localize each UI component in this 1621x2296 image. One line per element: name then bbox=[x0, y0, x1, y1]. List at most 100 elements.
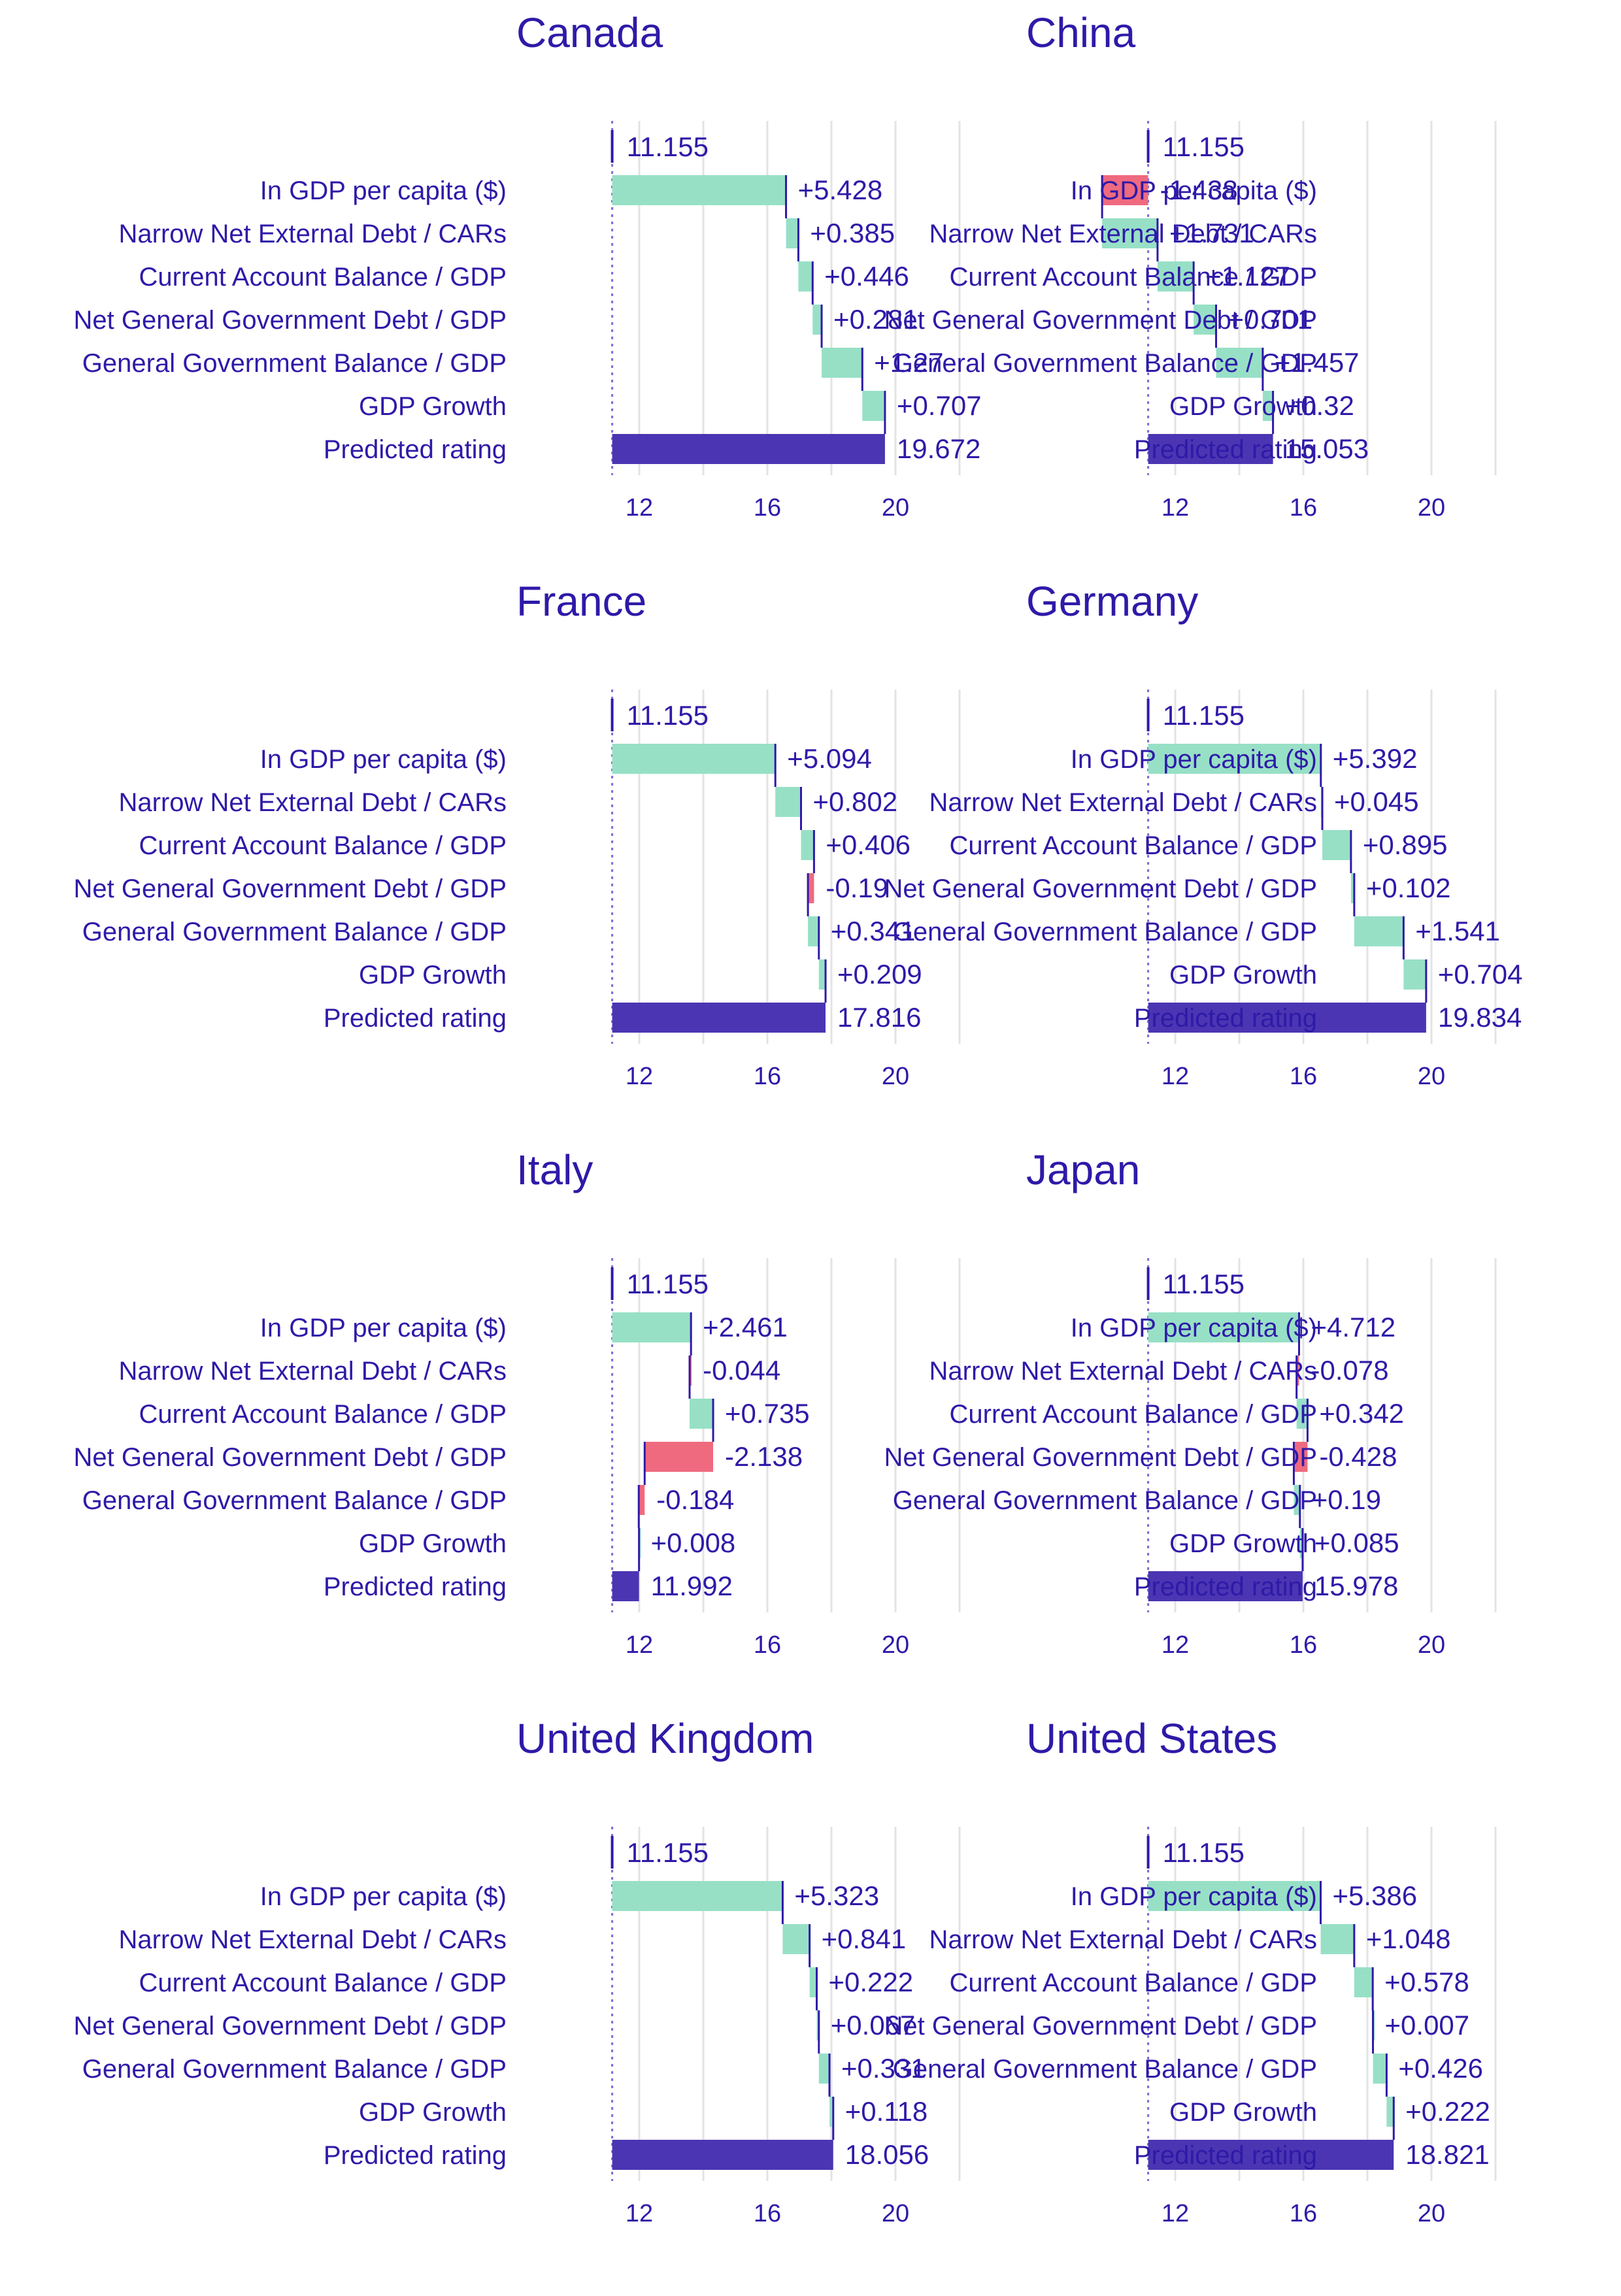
contribution-bar bbox=[1320, 1924, 1354, 1954]
contribution-value-label: +0.802 bbox=[812, 786, 897, 817]
feature-label: General Government Balance / GDP bbox=[893, 349, 1317, 378]
x-tick-label: 20 bbox=[1418, 1631, 1445, 1659]
contribution-bar bbox=[644, 1442, 714, 1472]
total-row-label: Predicted rating bbox=[324, 435, 507, 464]
feature-label: Net General Government Debt / GDP bbox=[74, 306, 507, 335]
contribution-value-label: +0.895 bbox=[1363, 829, 1448, 860]
contribution-bar bbox=[1148, 744, 1321, 774]
contribution-value-label: +0.045 bbox=[1334, 786, 1419, 817]
contribution-bar bbox=[775, 787, 801, 817]
feature-label: In GDP per capita ($) bbox=[1071, 176, 1317, 205]
feature-label: GDP Growth bbox=[359, 2098, 507, 2127]
feature-label: Narrow Net External Debt / CARs bbox=[929, 220, 1317, 248]
x-tick-label: 12 bbox=[1161, 494, 1189, 522]
panel-title: Japan bbox=[1026, 1146, 1140, 1193]
feature-label: In GDP per capita ($) bbox=[1071, 1314, 1317, 1342]
contribution-value-label: +0.406 bbox=[826, 829, 911, 860]
contribution-value-label: +2.461 bbox=[703, 1312, 788, 1342]
feature-label: Net General Government Debt / GDP bbox=[74, 2012, 507, 2040]
contribution-bar bbox=[612, 1312, 692, 1342]
feature-label: Current Account Balance / GDP bbox=[139, 831, 507, 860]
contribution-value-label: +0.707 bbox=[897, 390, 982, 421]
feature-label: Net General Government Debt / GDP bbox=[884, 874, 1318, 903]
x-tick-label: 12 bbox=[1161, 2200, 1189, 2227]
start-value-label: 11.155 bbox=[627, 131, 709, 162]
contribution-value-label: +1.541 bbox=[1415, 916, 1500, 946]
total-row-label: Predicted rating bbox=[324, 2141, 507, 2170]
x-tick-label: 12 bbox=[626, 494, 653, 522]
total-bar bbox=[1148, 1003, 1426, 1033]
x-tick-label: 16 bbox=[754, 1063, 781, 1090]
contribution-bar bbox=[816, 2010, 819, 2040]
feature-label: GDP Growth bbox=[359, 961, 507, 990]
start-value-label: 11.155 bbox=[627, 1837, 709, 1868]
contribution-bar bbox=[1299, 1528, 1303, 1558]
contribution-value-label: +5.323 bbox=[794, 1880, 879, 1911]
contribution-value-label: +0.32 bbox=[1285, 390, 1354, 421]
contribution-bar bbox=[1157, 261, 1194, 291]
contribution-bar bbox=[822, 348, 863, 378]
feature-label: Current Account Balance / GDP bbox=[139, 1400, 507, 1429]
panel-title: China bbox=[1026, 9, 1136, 56]
total-bar bbox=[612, 2140, 833, 2170]
feature-label: In GDP per capita ($) bbox=[1071, 1882, 1317, 1911]
feature-label: Net General Government Debt / GDP bbox=[884, 1443, 1318, 1472]
contribution-bar bbox=[798, 261, 813, 291]
x-tick-label: 20 bbox=[882, 494, 909, 522]
x-tick-label: 20 bbox=[1418, 2200, 1445, 2227]
feature-label: Current Account Balance / GDP bbox=[139, 263, 507, 291]
start-value-label: 11.155 bbox=[627, 1269, 709, 1299]
feature-label: GDP Growth bbox=[359, 392, 507, 421]
x-tick-label: 20 bbox=[882, 1631, 909, 1659]
contribution-value-label: +0.446 bbox=[824, 261, 909, 291]
feature-label: Narrow Net External Debt / CARs bbox=[929, 788, 1317, 817]
contribution-bar bbox=[1373, 2054, 1387, 2084]
feature-label: Current Account Balance / GDP bbox=[950, 1400, 1318, 1429]
feature-label: GDP Growth bbox=[1169, 2098, 1317, 2127]
contribution-bar bbox=[782, 1924, 810, 1954]
contribution-bar bbox=[612, 1881, 783, 1911]
total-bar bbox=[1148, 1571, 1303, 1601]
start-value-label: 11.155 bbox=[627, 700, 709, 731]
feature-label: Narrow Net External Debt / CARs bbox=[929, 1357, 1317, 1386]
total-row-label: Predicted rating bbox=[1134, 1572, 1317, 1601]
x-tick-label: 16 bbox=[754, 494, 781, 522]
contribution-bar bbox=[1354, 916, 1404, 946]
feature-label: Narrow Net External Debt / CARs bbox=[929, 1925, 1317, 1954]
total-value-label: 18.056 bbox=[845, 2139, 929, 2170]
feature-label: Current Account Balance / GDP bbox=[950, 1969, 1318, 1997]
feature-label: Net General Government Debt / GDP bbox=[884, 306, 1318, 335]
contribution-value-label: +0.067 bbox=[831, 2010, 916, 2040]
feature-label: In GDP per capita ($) bbox=[260, 745, 507, 774]
total-bar bbox=[612, 434, 885, 464]
feature-label: General Government Balance / GDP bbox=[893, 2055, 1317, 2084]
contribution-value-label: +5.386 bbox=[1333, 1880, 1418, 1911]
feature-label: General Government Balance / GDP bbox=[82, 2055, 507, 2084]
feature-label: In GDP per capita ($) bbox=[1071, 745, 1317, 774]
contribution-bar bbox=[1294, 1485, 1300, 1515]
total-value-label: 11.992 bbox=[651, 1571, 733, 1601]
contribution-value-label: +0.426 bbox=[1398, 2053, 1483, 2084]
total-bar bbox=[612, 1003, 826, 1033]
feature-label: Net General Government Debt / GDP bbox=[884, 2012, 1318, 2040]
contribution-bar bbox=[1102, 218, 1158, 248]
total-value-label: 15.978 bbox=[1314, 1571, 1398, 1601]
panel-title: France bbox=[516, 578, 646, 625]
panel-title: Canada bbox=[516, 9, 663, 56]
total-value-label: 19.834 bbox=[1438, 1002, 1522, 1033]
contribution-value-label: +0.222 bbox=[1405, 2096, 1490, 2127]
contribution-value-label: -1.438 bbox=[1160, 175, 1238, 205]
feature-label: General Government Balance / GDP bbox=[82, 1486, 507, 1515]
contribution-bar bbox=[1403, 959, 1426, 990]
panel-title: United States bbox=[1026, 1715, 1277, 1762]
feature-label: Net General Government Debt / GDP bbox=[74, 1443, 507, 1472]
contribution-bar bbox=[818, 2054, 830, 2084]
contribution-value-label: +0.841 bbox=[822, 1923, 907, 1954]
x-tick-label: 16 bbox=[1290, 1063, 1317, 1090]
contribution-bar bbox=[639, 1485, 645, 1515]
total-value-label: 17.816 bbox=[837, 1002, 921, 1033]
x-tick-label: 16 bbox=[754, 2200, 781, 2227]
feature-label: General Government Balance / GDP bbox=[82, 918, 507, 946]
start-value-label: 11.155 bbox=[1163, 1269, 1245, 1299]
